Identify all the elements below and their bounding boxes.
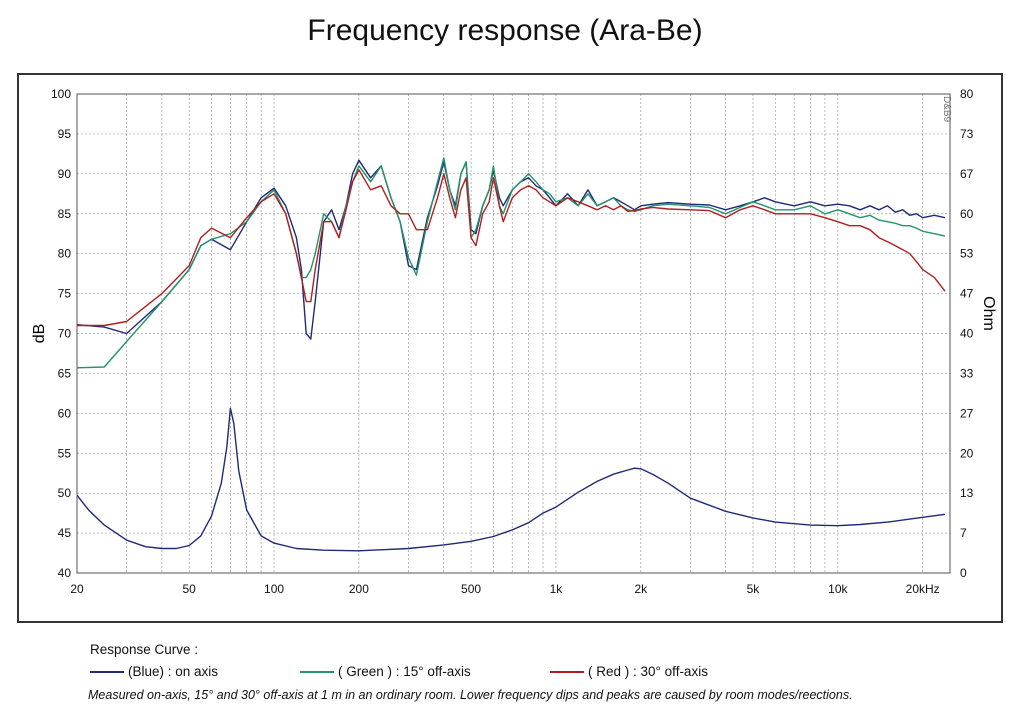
watermark-text: D&B9 bbox=[941, 96, 952, 123]
y-tick-label-left: 80 bbox=[58, 247, 72, 261]
y-tick-label-right: 13 bbox=[960, 486, 974, 500]
y-tick-label-left: 60 bbox=[58, 406, 72, 420]
series-line-0 bbox=[77, 160, 945, 339]
y-tick-label-right: 80 bbox=[960, 87, 974, 101]
legend-label-red: ( Red ) : 30° off-axis bbox=[588, 664, 708, 679]
legend-item-green: ( Green ) : 15° off-axis bbox=[300, 664, 471, 679]
legend-swatch-red bbox=[550, 671, 584, 673]
legend-title: Response Curve : bbox=[90, 642, 198, 657]
legend-label-blue: (Blue) : on axis bbox=[128, 664, 218, 679]
legend-item-blue: (Blue) : on axis bbox=[90, 664, 218, 679]
series-lines bbox=[77, 158, 945, 551]
y-tick-label-left: 40 bbox=[58, 566, 72, 580]
y-axis-label-left: dB bbox=[31, 324, 48, 344]
y-tick-label-left: 90 bbox=[58, 167, 72, 181]
y-tick-label-left: 100 bbox=[51, 87, 71, 101]
y-axis-label-right: Ohm bbox=[980, 296, 997, 331]
y-tick-label-left: 95 bbox=[58, 127, 72, 141]
y-tick-label-right: 33 bbox=[960, 366, 974, 380]
y-tick-label-right: 7 bbox=[960, 526, 967, 540]
y-tick-label-right: 27 bbox=[960, 406, 974, 420]
y-tick-label-right: 53 bbox=[960, 247, 974, 261]
y-tick-label-right: 40 bbox=[960, 327, 974, 341]
legend-label-green: ( Green ) : 15° off-axis bbox=[338, 664, 471, 679]
y-tick-label-left: 55 bbox=[58, 446, 72, 460]
y-tick-label-right: 67 bbox=[960, 167, 974, 181]
x-tick-label: 5k bbox=[747, 582, 761, 596]
y-tick-label-right: 0 bbox=[960, 566, 967, 580]
series-line-3 bbox=[77, 408, 945, 551]
y-tick-label-left: 70 bbox=[58, 327, 72, 341]
series-line-1 bbox=[77, 158, 945, 368]
x-tick-label: 1k bbox=[550, 582, 564, 596]
y-tick-label-left: 85 bbox=[58, 207, 72, 221]
legend-swatch-green bbox=[300, 671, 334, 673]
y-tick-label-right: 20 bbox=[960, 446, 974, 460]
x-tick-label: 200 bbox=[349, 582, 369, 596]
y-tick-label-left: 50 bbox=[58, 486, 72, 500]
x-tick-label: 20 bbox=[70, 582, 84, 596]
x-tick-label: 500 bbox=[461, 582, 481, 596]
y-tick-label-left: 65 bbox=[58, 366, 72, 380]
y-tick-label-left: 75 bbox=[58, 287, 72, 301]
chart-svg: 20 50 100 200 500 1k 2k 5k 10k 20kHz4045505560657… bbox=[0, 0, 1024, 727]
y-tick-label-right: 73 bbox=[960, 127, 974, 141]
legend-item-red: ( Red ) : 30° off-axis bbox=[550, 664, 708, 679]
y-tick-label-right: 47 bbox=[960, 287, 974, 301]
x-tick-label: 20kHz bbox=[906, 582, 940, 596]
x-tick-label: 50 bbox=[182, 582, 196, 596]
y-tick-label-right: 60 bbox=[960, 207, 974, 221]
y-tick-label-left: 45 bbox=[58, 526, 72, 540]
footnote: Measured on-axis, 15° and 30° off-axis a… bbox=[88, 688, 853, 702]
grid bbox=[77, 94, 950, 573]
x-tick-label: 10k bbox=[828, 582, 848, 596]
x-tick-label: 2k bbox=[634, 582, 648, 596]
legend-swatch-blue bbox=[90, 671, 124, 673]
x-tick-label: 100 bbox=[264, 582, 284, 596]
